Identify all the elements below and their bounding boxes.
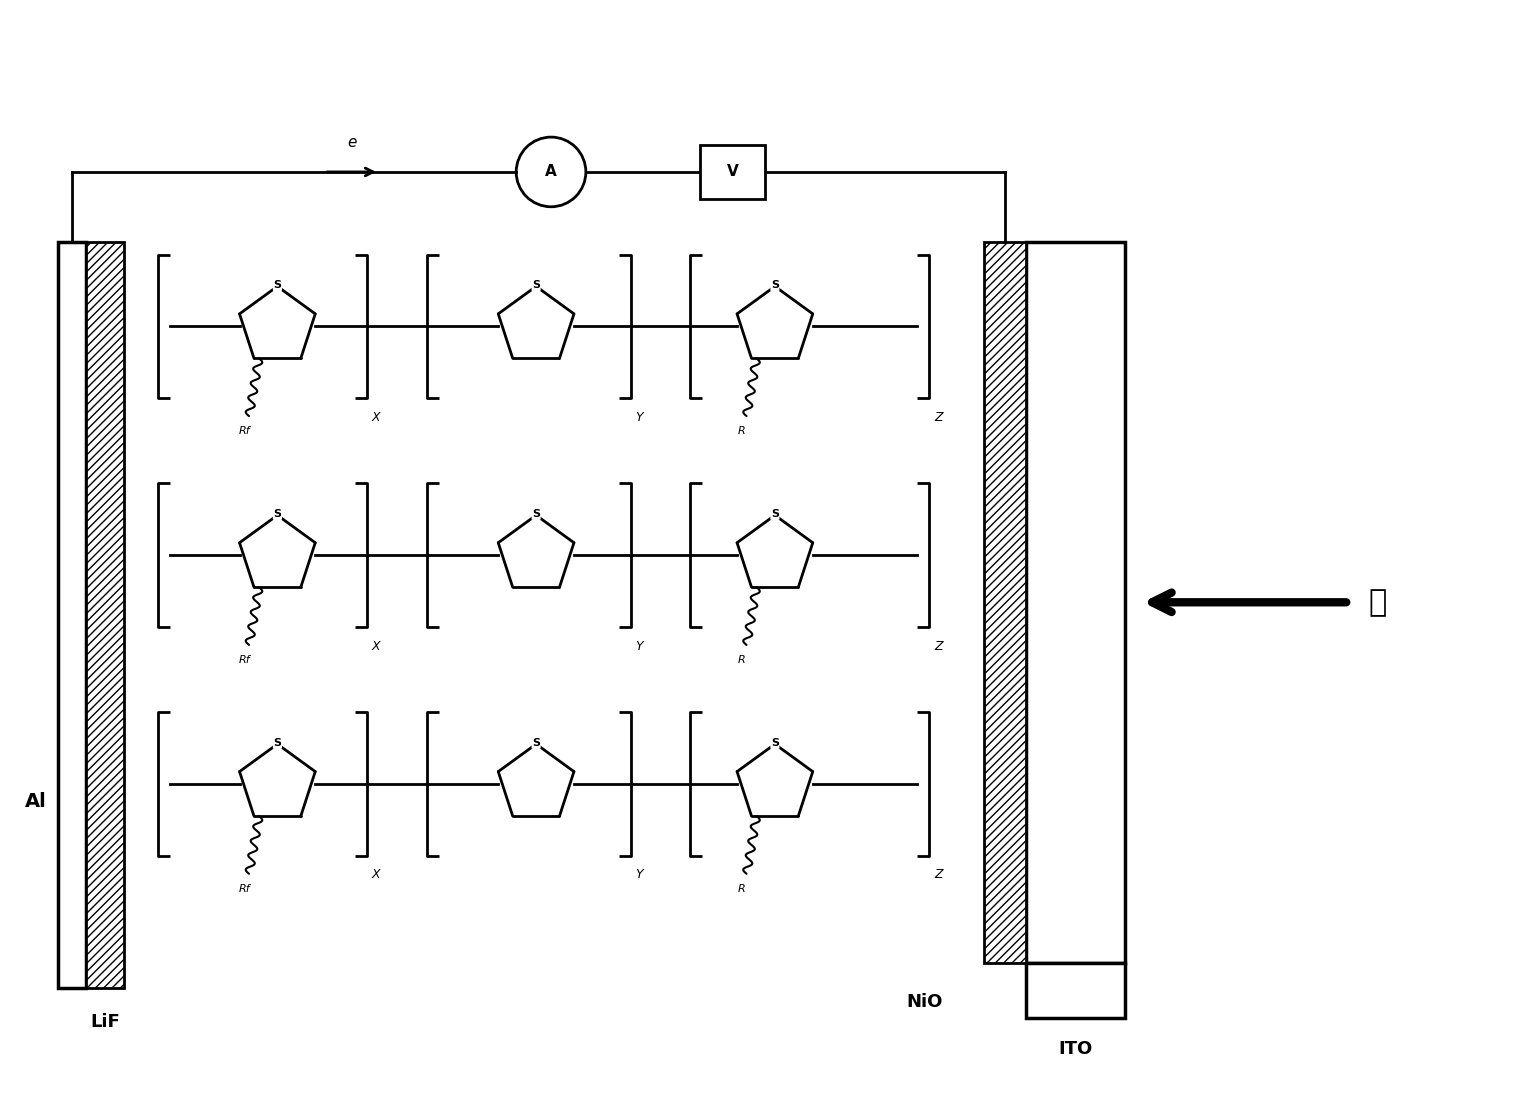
Text: R: R (738, 884, 745, 894)
Text: Y: Y (636, 640, 644, 653)
Text: X: X (371, 411, 380, 423)
Text: Z: Z (935, 640, 942, 653)
Text: Z: Z (935, 868, 942, 881)
Text: S: S (273, 510, 282, 520)
Text: Rf: Rf (238, 884, 250, 894)
Text: S: S (273, 738, 282, 748)
Text: Al: Al (24, 792, 47, 811)
Text: A: A (545, 165, 558, 179)
Text: Y: Y (636, 868, 644, 881)
Text: S: S (771, 738, 779, 748)
Bar (1026, 242, 1126, 963)
Bar (983, 242, 1026, 963)
Bar (86, 242, 124, 988)
Text: R: R (738, 655, 745, 665)
Bar (700, 144, 765, 199)
Text: e: e (347, 136, 356, 150)
Text: V: V (727, 165, 738, 179)
Text: S: S (771, 280, 779, 290)
Text: NiO: NiO (906, 992, 942, 1011)
Text: ITO: ITO (1059, 1039, 1092, 1057)
Text: Rf: Rf (238, 426, 250, 436)
Text: S: S (532, 280, 541, 290)
Text: S: S (532, 738, 541, 748)
Text: S: S (273, 280, 282, 290)
Bar (59, 242, 86, 988)
Text: R: R (738, 426, 745, 436)
Text: X: X (371, 868, 380, 881)
Text: LiF: LiF (91, 1012, 120, 1030)
Text: S: S (771, 510, 779, 520)
Bar (1026, 963, 1126, 1018)
Text: S: S (532, 510, 541, 520)
Text: 光: 光 (1370, 588, 1388, 617)
Text: Z: Z (935, 411, 942, 423)
Text: X: X (371, 640, 380, 653)
Text: Y: Y (636, 411, 644, 423)
Text: Rf: Rf (238, 655, 250, 665)
